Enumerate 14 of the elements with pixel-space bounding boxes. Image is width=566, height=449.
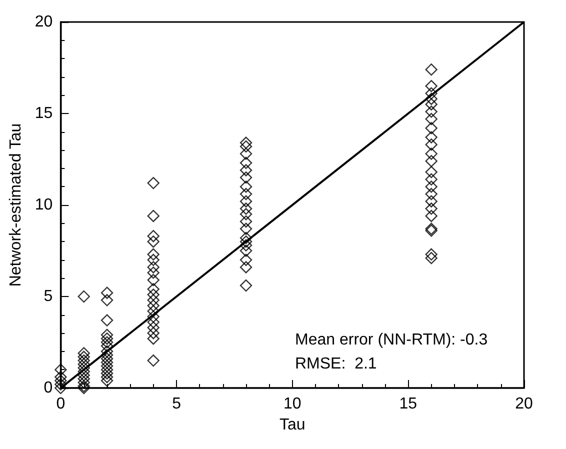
- y-axis-title: Network-estimated Tau: [8, 123, 24, 287]
- y-tick-label: 5: [44, 288, 53, 305]
- y-tick-label: 15: [34, 105, 53, 122]
- annotation: Mean error (NN-RTM): -0.3: [295, 332, 488, 348]
- x-tick-label: 20: [515, 396, 533, 412]
- x-tick-label: 0: [56, 396, 66, 412]
- x-axis-title: Tau: [279, 416, 306, 434]
- x-tick-label: 5: [172, 396, 182, 412]
- annotation: RMSE: 2.1: [295, 356, 377, 372]
- y-tick-label: 0: [44, 380, 53, 396]
- y-tick-label: 10: [34, 196, 53, 214]
- x-tick-label: 10: [283, 396, 302, 412]
- x-tick-label: 15: [399, 396, 418, 412]
- y-tick-label: 20: [34, 14, 53, 30]
